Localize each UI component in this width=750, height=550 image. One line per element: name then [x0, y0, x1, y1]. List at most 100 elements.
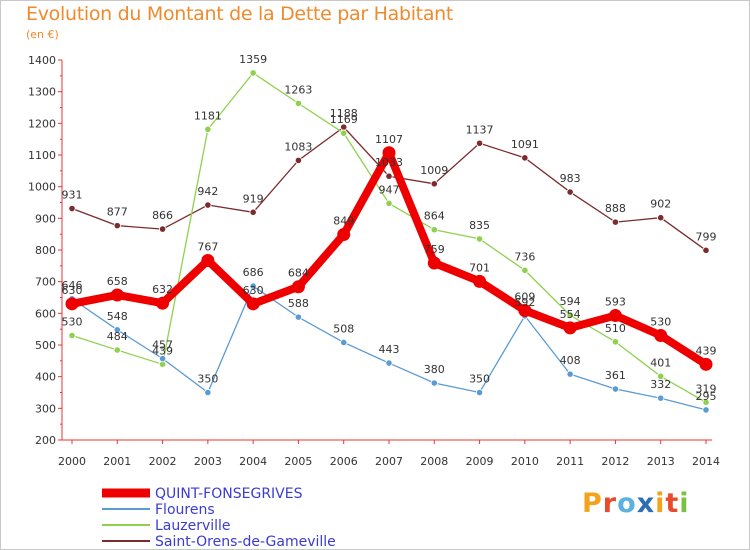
data-label: 508: [333, 322, 354, 335]
data-label: 380: [424, 363, 445, 376]
data-label: 1263: [284, 83, 312, 96]
data-label: 530: [62, 316, 83, 329]
data-label: 902: [650, 198, 671, 211]
x-tick-label: 2002: [149, 455, 177, 468]
logo-letter: o: [617, 488, 637, 519]
y-tick-label: 1400: [28, 54, 56, 67]
data-point: [294, 156, 303, 164]
data-point: [702, 398, 710, 406]
data-label: 849: [333, 214, 354, 227]
x-tick-label: 2007: [375, 455, 403, 468]
data-point: [427, 256, 441, 270]
data-point: [204, 388, 212, 397]
x-tick-label: 2014: [692, 455, 720, 468]
data-point: [475, 388, 484, 397]
data-label: 983: [560, 172, 581, 185]
logo-letter: t: [665, 488, 680, 519]
data-label: 588: [288, 297, 309, 310]
data-point: [158, 225, 167, 233]
data-point: [113, 346, 121, 354]
data-label: 1083: [284, 140, 312, 153]
data-label: 1169: [330, 113, 358, 126]
x-tick-label: 2001: [103, 455, 131, 468]
x-tick-label: 2012: [601, 455, 629, 468]
data-point: [385, 199, 393, 208]
data-point: [337, 227, 351, 241]
data-point: [340, 338, 348, 347]
data-point: [204, 125, 212, 133]
data-label: 350: [469, 373, 490, 386]
data-point: [563, 321, 577, 335]
data-point: [521, 154, 529, 162]
data-label: 548: [107, 310, 128, 323]
data-point: [110, 288, 124, 302]
x-tick-label: 2004: [239, 455, 267, 468]
data-label: 319: [696, 382, 717, 395]
data-label: 530: [650, 316, 671, 329]
data-point: [473, 274, 487, 288]
data-label: 942: [197, 185, 218, 198]
data-point: [475, 139, 484, 147]
data-point: [385, 359, 393, 367]
x-tick-label: 2008: [420, 455, 448, 468]
data-point: [291, 280, 305, 294]
x-tick-label: 2006: [330, 455, 358, 468]
x-tick-label: 2000: [58, 455, 86, 468]
data-label: 835: [469, 219, 490, 232]
data-label: 484: [107, 330, 128, 343]
data-point: [611, 218, 620, 226]
data-label: 658: [107, 275, 128, 288]
data-label: 759: [424, 243, 445, 256]
data-point: [204, 201, 212, 209]
data-label: 947: [379, 183, 400, 196]
data-point: [385, 172, 393, 180]
logo-letter: r: [602, 488, 618, 519]
data-point: [657, 394, 665, 402]
data-point: [158, 355, 167, 363]
data-label: 1188: [330, 107, 358, 120]
y-tick-label: 900: [35, 212, 56, 225]
x-tick-label: 2009: [466, 455, 494, 468]
data-label: 1091: [511, 138, 539, 151]
data-point: [249, 208, 257, 216]
data-label: 594: [560, 295, 581, 308]
data-label: 767: [197, 240, 218, 253]
data-point: [566, 370, 574, 378]
data-label: 1107: [375, 133, 403, 146]
data-label: 701: [469, 261, 490, 274]
data-label: 1009: [420, 164, 448, 177]
data-label: 686: [243, 266, 264, 279]
data-point: [566, 311, 574, 319]
data-label: 864: [424, 210, 445, 223]
data-point: [611, 385, 620, 393]
data-label: 361: [605, 369, 626, 382]
y-tick-label: 500: [35, 339, 56, 352]
data-label: 401: [650, 356, 671, 369]
data-point: [657, 372, 665, 380]
legend-label: Flourens: [155, 502, 215, 518]
x-tick-labels: 2000 2001 2002 2003 2004 2005 2006 2007 2008 2009…: [58, 455, 720, 468]
x-tick-label: 2005: [284, 455, 312, 468]
y-tick-label: 700: [35, 276, 56, 289]
data-label: 350: [197, 373, 218, 386]
legend-label: Lauzerville: [155, 518, 231, 534]
data-label: 1359: [239, 53, 267, 66]
data-label: 931: [62, 189, 83, 202]
data-point: [430, 226, 438, 234]
data-point: [201, 253, 215, 267]
logo-letter: i: [679, 488, 690, 519]
data-point: [702, 246, 710, 254]
proxiti-logo: Proxiti: [582, 488, 690, 519]
data-point: [654, 329, 668, 342]
data-point: [249, 282, 257, 290]
data-point: [294, 99, 303, 107]
data-point: [113, 222, 121, 230]
data-point: [68, 331, 76, 340]
data-point: [340, 129, 348, 137]
data-point: [518, 303, 532, 317]
data-label: 630: [62, 284, 83, 297]
x-tick-label: 2013: [647, 455, 675, 468]
data-point: [521, 266, 529, 274]
data-point: [249, 69, 257, 77]
